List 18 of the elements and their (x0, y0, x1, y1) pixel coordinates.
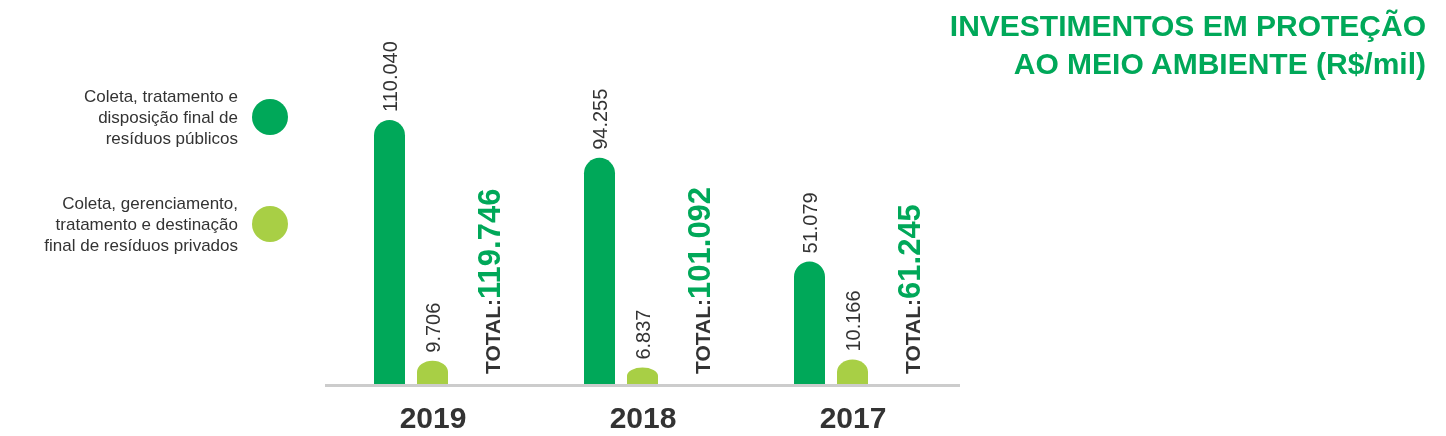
data-label: 110.040 (378, 41, 401, 112)
data-label: 51.079 (798, 192, 821, 254)
total-label: TOTAL:61.245 (892, 204, 927, 374)
text: INVESTIMENTOS EM PROTEÇÃO AO MEIO AMBIENTE (R$/mil) (949, 9, 1426, 80)
bar (584, 157, 615, 384)
legend-label: Coleta, gerenciamento, tratamento e destinação final de resíduos privados (44, 194, 238, 255)
total-label: TOTAL:101.092 (682, 186, 717, 374)
data-label: 9.706 (421, 302, 444, 353)
x-tick-label: 2017 (819, 401, 887, 434)
bar (794, 261, 825, 384)
data-label: 94.255 (588, 88, 611, 150)
data-label: 6.837 (631, 309, 654, 360)
bar (374, 120, 405, 384)
data-label: 10.166 (841, 290, 864, 352)
total-label: TOTAL:119.746 (472, 188, 507, 374)
x-tick-label: 2018 (609, 401, 677, 434)
legend-label: Coleta, tratamento e disposição final de resíduos públicos (83, 87, 238, 148)
x-tick-label: 2019 (399, 401, 467, 434)
